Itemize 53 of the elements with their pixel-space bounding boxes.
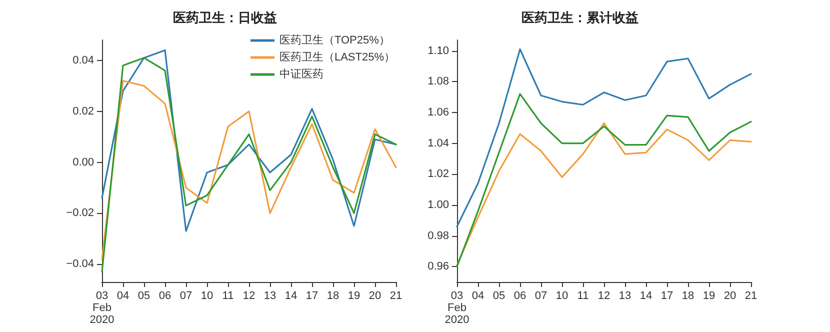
line-series xyxy=(101,49,397,232)
x-tick-label: 21 xyxy=(744,290,758,302)
x-tick-label: 19 xyxy=(702,290,716,302)
x-tick-label: 10 xyxy=(556,290,568,302)
y-tick-label: 1.10 xyxy=(428,44,449,57)
x-tick-label: 07 xyxy=(534,290,548,302)
y-tick-label: −0.04 xyxy=(66,258,94,270)
x-tick-label: 13 xyxy=(264,290,276,302)
line-series xyxy=(101,80,397,260)
x-tick-label: 07 xyxy=(180,290,192,302)
x-tick-label: 17 xyxy=(660,290,674,302)
x-tick-label: 05 xyxy=(492,290,506,302)
x-tick-label: 11 xyxy=(222,290,234,302)
x-tick-label: 03 Feb 2020 xyxy=(90,290,114,326)
y-tick-label: −0.02 xyxy=(66,207,94,220)
line-series xyxy=(456,93,752,268)
y-tick-label: 0.00 xyxy=(72,156,94,168)
y-tick-label: 1.02 xyxy=(428,168,449,180)
x-tick-label: 12 xyxy=(598,290,610,302)
x-tick-label: 17 xyxy=(306,290,318,302)
x-tick-label: 11 xyxy=(577,290,589,302)
y-tick-label: 1.04 xyxy=(428,137,449,150)
legend-label: 医药卫生（LAST25%） xyxy=(279,50,396,64)
x-tick-label: 04 xyxy=(116,290,130,302)
x-tick-label: 18 xyxy=(326,290,340,302)
y-tick-label: 1.06 xyxy=(428,106,449,118)
chart-title: 医药卫生：日收益 xyxy=(173,10,277,25)
x-tick-label: 20 xyxy=(368,290,382,302)
y-tick-label: 0.02 xyxy=(72,105,94,118)
x-tick-label: 06 xyxy=(514,290,526,302)
line-series xyxy=(456,122,752,266)
x-tick-label: 14 xyxy=(640,290,652,302)
y-tick-label: 0.98 xyxy=(428,230,449,242)
x-tick-label: 03 Feb 2020 xyxy=(444,290,470,326)
y-tick-label: 1.00 xyxy=(428,198,449,211)
line-series xyxy=(456,48,752,228)
y-tick-label: 0.04 xyxy=(72,54,94,66)
x-tick-label: 21 xyxy=(390,290,402,302)
x-tick-label: 13 xyxy=(618,290,632,302)
x-tick-label: 20 xyxy=(724,290,736,302)
x-tick-label: 18 xyxy=(682,290,694,302)
x-tick-label: 10 xyxy=(200,290,214,302)
x-tick-label: 19 xyxy=(348,290,360,302)
chart-title: 医药卫生：累计收益 xyxy=(522,10,638,25)
legend-label: 中证医药 xyxy=(279,68,324,80)
x-tick-label: 12 xyxy=(242,290,256,302)
x-tick-label: 06 xyxy=(158,290,172,302)
y-tick-label: 1.08 xyxy=(428,76,449,88)
x-tick-label: 05 xyxy=(138,290,150,302)
legend-label: 医药卫生（TOP25%） xyxy=(279,34,390,46)
x-tick-label: 14 xyxy=(284,290,298,302)
x-tick-label: 04 xyxy=(472,290,484,302)
y-tick-label: 0.96 xyxy=(428,260,449,273)
